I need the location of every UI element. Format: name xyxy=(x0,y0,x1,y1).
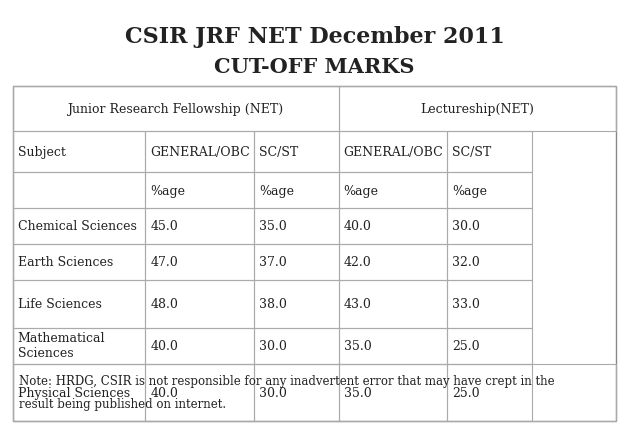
Text: SC/ST: SC/ST xyxy=(259,146,298,159)
Text: 40.0: 40.0 xyxy=(150,339,179,352)
Text: 35.0: 35.0 xyxy=(343,339,372,352)
Text: %age: %age xyxy=(259,184,294,197)
Text: 48.0: 48.0 xyxy=(150,298,179,310)
Text: Subject: Subject xyxy=(18,146,65,159)
Text: CUT-OFF MARKS: CUT-OFF MARKS xyxy=(214,56,415,76)
Text: %age: %age xyxy=(343,184,379,197)
Text: 40.0: 40.0 xyxy=(343,220,372,233)
Text: result being published on internet.: result being published on internet. xyxy=(19,397,226,410)
Text: 35.0: 35.0 xyxy=(259,220,287,233)
Text: 33.0: 33.0 xyxy=(452,298,481,310)
Text: GENERAL/OBC: GENERAL/OBC xyxy=(343,146,443,159)
Text: 25.0: 25.0 xyxy=(452,339,480,352)
Text: Physical Sciences: Physical Sciences xyxy=(18,386,130,399)
Text: 42.0: 42.0 xyxy=(343,256,372,269)
Text: 47.0: 47.0 xyxy=(150,256,178,269)
Text: Life Sciences: Life Sciences xyxy=(18,298,101,310)
Text: 40.0: 40.0 xyxy=(150,386,179,399)
Text: 30.0: 30.0 xyxy=(259,386,287,399)
Text: %age: %age xyxy=(150,184,186,197)
Text: Sciences: Sciences xyxy=(18,346,73,359)
Text: GENERAL/OBC: GENERAL/OBC xyxy=(150,146,250,159)
Text: Note: HRDG, CSIR is not responsible for any inadvertent error that may have crep: Note: HRDG, CSIR is not responsible for … xyxy=(19,375,555,388)
Text: 25.0: 25.0 xyxy=(452,386,480,399)
Text: Junior Research Fellowship (NET): Junior Research Fellowship (NET) xyxy=(67,103,284,116)
Text: 30.0: 30.0 xyxy=(452,220,481,233)
Text: 37.0: 37.0 xyxy=(259,256,287,269)
Text: Mathematical: Mathematical xyxy=(18,332,105,345)
Text: 43.0: 43.0 xyxy=(343,298,372,310)
Text: Lectureship(NET): Lectureship(NET) xyxy=(421,103,535,116)
Text: Chemical Sciences: Chemical Sciences xyxy=(18,220,136,233)
Text: 45.0: 45.0 xyxy=(150,220,178,233)
Text: CSIR JRF NET December 2011: CSIR JRF NET December 2011 xyxy=(125,26,504,48)
Text: 30.0: 30.0 xyxy=(259,339,287,352)
Text: 32.0: 32.0 xyxy=(452,256,480,269)
Text: 38.0: 38.0 xyxy=(259,298,287,310)
Text: 35.0: 35.0 xyxy=(343,386,372,399)
Text: Earth Sciences: Earth Sciences xyxy=(18,256,113,269)
Text: SC/ST: SC/ST xyxy=(452,146,492,159)
Text: %age: %age xyxy=(452,184,487,197)
